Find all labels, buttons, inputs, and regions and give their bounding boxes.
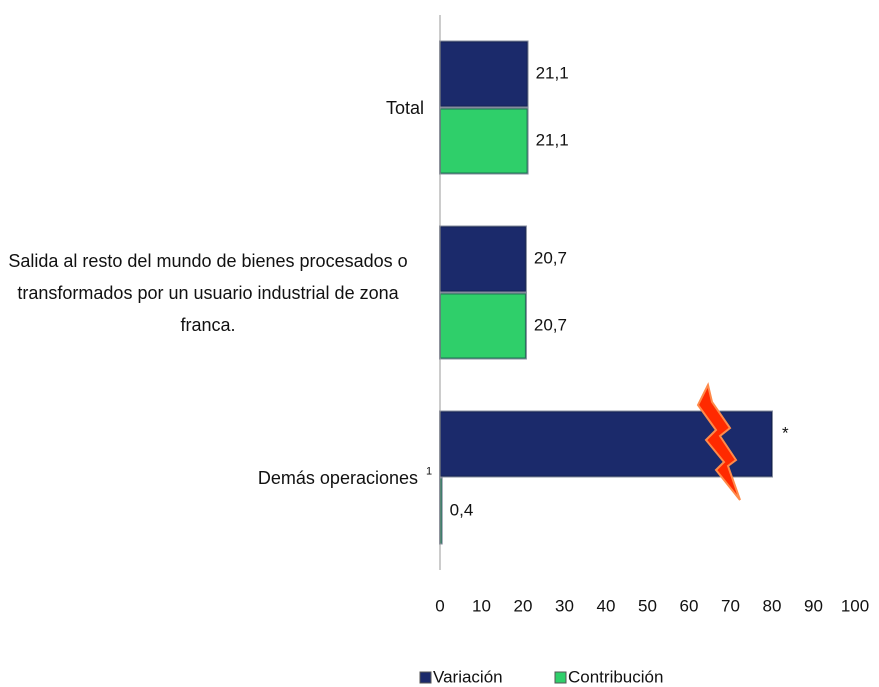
- value-label: 20,7: [534, 248, 567, 267]
- x-tick-label: 60: [680, 596, 699, 615]
- value-label: 21,1: [536, 63, 569, 82]
- x-tick-label: 70: [721, 596, 740, 615]
- x-tick-label: 10: [472, 596, 491, 615]
- legend-swatch: [554, 671, 567, 684]
- legend-label: Variación: [433, 667, 503, 686]
- x-tick-label: 20: [514, 596, 533, 615]
- legend-label: Contribución: [568, 667, 663, 686]
- category-label: Demás operaciones: [257, 467, 418, 488]
- legend-swatch: [419, 671, 432, 684]
- x-tick-label: 50: [638, 596, 657, 615]
- value-label: *: [782, 423, 789, 442]
- x-tick-label: 80: [763, 596, 782, 615]
- x-tick-label: 90: [804, 596, 823, 615]
- x-tick-label: 30: [555, 596, 574, 615]
- value-label: 0,4: [450, 500, 474, 519]
- category-label: Salida al resto del mundo de bienes proc…: [8, 250, 408, 335]
- bar: [439, 107, 529, 175]
- value-label: 21,1: [536, 130, 569, 149]
- x-tick-label: 0: [435, 596, 444, 615]
- bar: [439, 292, 527, 360]
- value-label: 20,7: [534, 315, 567, 334]
- bar: [439, 225, 527, 293]
- category-label: Total: [385, 97, 425, 118]
- axis-break-symbol: [696, 382, 741, 501]
- category-superscript: 1: [426, 465, 432, 477]
- x-tick-label: 100: [841, 596, 869, 615]
- x-tick-label: 40: [597, 596, 616, 615]
